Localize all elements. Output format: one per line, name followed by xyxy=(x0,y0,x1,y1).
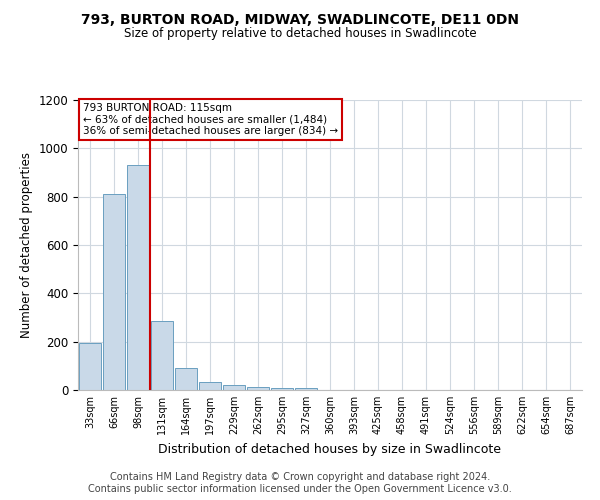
Bar xyxy=(127,165,149,390)
Bar xyxy=(271,388,293,390)
Bar xyxy=(151,321,173,390)
Text: Contains HM Land Registry data © Crown copyright and database right 2024.: Contains HM Land Registry data © Crown c… xyxy=(110,472,490,482)
Bar xyxy=(79,343,101,390)
Text: Distribution of detached houses by size in Swadlincote: Distribution of detached houses by size … xyxy=(158,442,502,456)
Text: 793 BURTON ROAD: 115sqm
← 63% of detached houses are smaller (1,484)
36% of semi: 793 BURTON ROAD: 115sqm ← 63% of detache… xyxy=(83,103,338,136)
Bar xyxy=(223,385,245,390)
Text: Contains public sector information licensed under the Open Government Licence v3: Contains public sector information licen… xyxy=(88,484,512,494)
Bar xyxy=(175,368,197,390)
Y-axis label: Number of detached properties: Number of detached properties xyxy=(20,152,33,338)
Text: 793, BURTON ROAD, MIDWAY, SWADLINCOTE, DE11 0DN: 793, BURTON ROAD, MIDWAY, SWADLINCOTE, D… xyxy=(81,12,519,26)
Bar xyxy=(247,387,269,390)
Bar xyxy=(199,382,221,390)
Bar xyxy=(295,388,317,390)
Text: Size of property relative to detached houses in Swadlincote: Size of property relative to detached ho… xyxy=(124,28,476,40)
Bar xyxy=(103,194,125,390)
